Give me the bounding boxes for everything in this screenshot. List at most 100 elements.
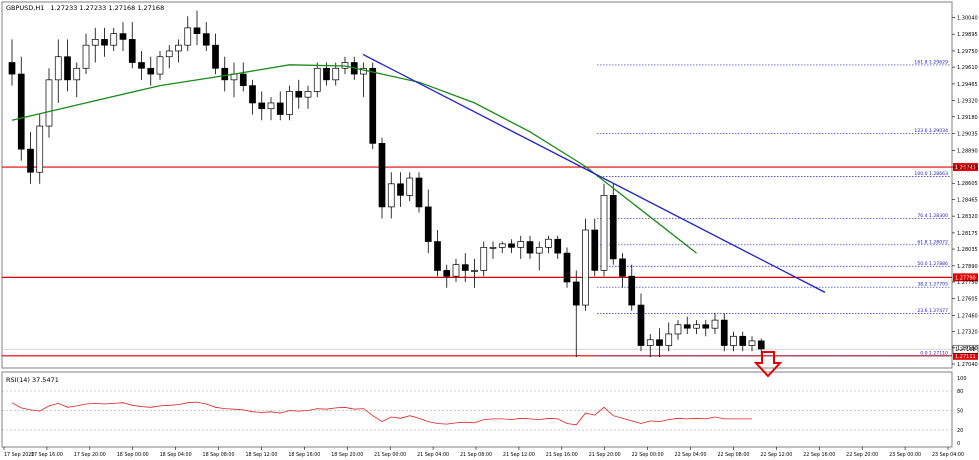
candle-body	[461, 264, 469, 271]
trendline-line	[362, 53, 826, 293]
rsi-axis-label: 80	[957, 389, 963, 395]
candle-body	[313, 67, 321, 92]
price-axis-label: 1.27460	[957, 313, 978, 319]
candle-body	[572, 281, 580, 306]
candle-body	[64, 56, 71, 81]
candle-body	[369, 67, 377, 144]
time-axis-label: 21 Sep 20:00	[589, 452, 621, 458]
candle-body	[17, 73, 25, 150]
moving-average-line	[11, 64, 697, 254]
fib-level-label: 123.6 1.29034	[914, 128, 948, 134]
candle-body	[397, 183, 404, 196]
candle-body	[128, 39, 136, 63]
candle-body	[138, 62, 145, 69]
rsi-pane	[1, 371, 953, 448]
time-axis-label: 21 Sep 00:00	[374, 452, 406, 458]
price-axis-label: 1.27605	[957, 297, 978, 303]
candle-body	[147, 67, 155, 75]
candle-body	[82, 44, 90, 69]
candle-body	[249, 85, 256, 104]
candle-body	[757, 340, 765, 350]
price-axis-label: 1.28605	[957, 181, 978, 187]
time-axis-label: 17 Sep 20:00	[74, 452, 106, 458]
time-axis-label: 23 Sep 00:00	[889, 452, 921, 458]
level-price-tag	[953, 163, 978, 172]
price-axis-label: 1.29320	[957, 99, 978, 105]
candle-body	[332, 67, 340, 81]
price-axis-label: 1.29750	[957, 49, 978, 55]
level-price-label: 1.27111	[955, 354, 976, 360]
candle-body	[637, 304, 645, 346]
candle-body	[517, 241, 525, 248]
candle-body	[471, 270, 478, 272]
candle-body	[739, 335, 747, 346]
fib-level-label: 76.4 1.28300	[917, 213, 948, 219]
candle-body	[683, 324, 691, 329]
candle-body	[54, 56, 62, 81]
time-axis-label: 22 Sep 00:00	[632, 452, 664, 458]
candle-body	[702, 324, 710, 329]
candle-body	[221, 67, 229, 81]
candle-body	[73, 67, 81, 81]
fib-level-label: 0.0 1.27110	[920, 350, 948, 356]
fib-level-label: 61.8 1.28072	[917, 239, 948, 245]
candle-body	[628, 275, 636, 306]
price-axis-label: 1.27180	[957, 346, 978, 352]
time-axis-label: 21 Sep 12:00	[503, 452, 535, 458]
main-pane	[1, 1, 953, 369]
price-axis-label: 1.28465	[957, 197, 978, 203]
price-axis-label: 1.29180	[957, 115, 978, 121]
candle-body	[711, 319, 719, 329]
rsi-axis-label: 0	[957, 441, 960, 447]
candle-body	[582, 229, 589, 306]
price-axis-label: 1.28320	[957, 214, 978, 220]
candle-body	[286, 91, 293, 115]
candle-body	[609, 195, 617, 260]
candle-body	[600, 195, 608, 271]
candle-body	[193, 27, 201, 34]
time-axis-label: 23 Sep 04:00	[932, 452, 964, 458]
fib-level-label: 50.0 1.27886	[917, 261, 948, 267]
candle-body	[665, 333, 673, 346]
candle-body	[184, 27, 192, 46]
candle-body	[8, 62, 16, 75]
price-axis-label: 1.27040	[957, 362, 978, 368]
rsi-axis-label: 100	[957, 376, 967, 382]
svg-text:GBPUSD,H1 1.27233 1.27233: GBPUSD,H1 1.27233 1.27233 1.27168 1.2716…	[6, 4, 164, 12]
candle-body	[415, 177, 423, 208]
candle-body	[656, 339, 663, 346]
chart-symbol: GBPUSD,H1	[6, 4, 44, 12]
candle-body	[674, 324, 682, 335]
price-axis-label: 1.28035	[957, 247, 978, 253]
fib-level-label: 38.2 1.27705	[917, 282, 948, 288]
candle-body	[295, 91, 303, 98]
candle-body	[526, 241, 534, 254]
price-axis-label: 1.29895	[957, 32, 978, 38]
down-arrow-icon	[753, 351, 783, 378]
price-axis-label: 1.29465	[957, 82, 978, 88]
current-price-tag	[952, 344, 979, 354]
price-axis-label: 1.27890	[957, 264, 978, 270]
level-price-tag	[953, 273, 978, 282]
time-axis-label: 22 Sep 08:00	[717, 452, 749, 458]
candle-body	[619, 258, 626, 277]
rsi-axis-label: 50	[957, 409, 963, 415]
price-axis-label: 1.27750	[957, 280, 978, 286]
candle-body	[239, 73, 247, 86]
candle-body	[591, 229, 599, 271]
time-axis-label: 22 Sep 20:00	[846, 452, 878, 458]
chart-ohlc: 1.27233 1.27233 1.27168 1.27168	[50, 4, 164, 12]
candle-body	[304, 91, 312, 98]
trendline	[362, 53, 826, 293]
candle-body	[156, 56, 164, 75]
candle-body	[378, 143, 386, 208]
rsi-label: RSI(14) 37.5471	[6, 376, 59, 384]
candle-body	[434, 241, 441, 271]
candle-body	[508, 243, 515, 248]
candle-body	[563, 252, 571, 283]
candle-body	[406, 177, 414, 196]
time-axis-label: 17 Sep 2020	[4, 452, 34, 458]
fibonacci-levels: 161.8 1.29629 123.6 1.29034 100.0 1.28663 7…	[597, 59, 950, 356]
candle-body	[730, 335, 737, 346]
